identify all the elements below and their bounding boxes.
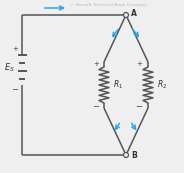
Text: −: − <box>11 85 19 94</box>
Text: $R_1$: $R_1$ <box>113 79 123 91</box>
Circle shape <box>123 12 128 17</box>
Text: +: + <box>93 61 99 67</box>
Text: $E_S$: $E_S$ <box>3 62 14 74</box>
Text: −: − <box>93 102 100 112</box>
Text: B: B <box>131 152 137 161</box>
Text: $R_2$: $R_2$ <box>157 79 167 91</box>
Text: −: − <box>135 102 142 112</box>
Text: A: A <box>131 10 137 19</box>
Text: +: + <box>12 46 18 52</box>
Circle shape <box>123 153 128 157</box>
Text: © Aircraft Technical Book Company: © Aircraft Technical Book Company <box>70 3 147 7</box>
Text: +: + <box>136 61 142 67</box>
